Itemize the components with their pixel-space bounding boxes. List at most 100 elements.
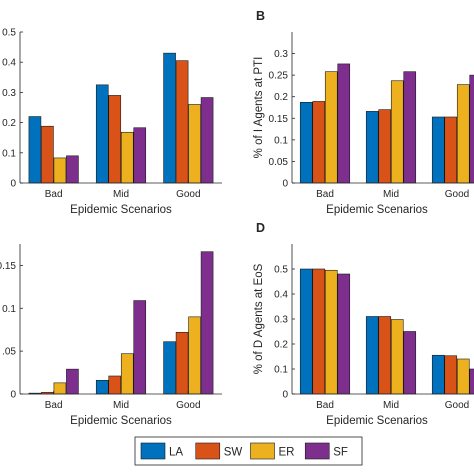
bar-er-bad [324, 71, 338, 184]
bar-sw-mid [108, 375, 122, 395]
legend-swatch-la [140, 442, 166, 460]
bar-sf-good [469, 368, 474, 395]
bar-sf-good [469, 74, 474, 184]
x-tick-label: Good [445, 189, 469, 200]
x-tick-label: Mid [383, 189, 399, 200]
chart-panel-1: 0 0.1 0.2 0.3 0.4 0.5 Bad Mid Good Epidemic Scena… [2, 28, 222, 216]
bar-er-good [456, 358, 470, 395]
panel-label: D [256, 221, 265, 235]
y-tick-label: 0.2 [274, 92, 288, 103]
bar-sw-mid [378, 316, 392, 395]
x-tick-label: Bad [45, 400, 63, 411]
y-tick-label: 0 [282, 179, 288, 190]
x-axis-label: Epidemic Scenarios [326, 204, 428, 216]
bar-sw-good [444, 355, 458, 395]
bar-er-bad [53, 382, 67, 395]
y-tick-label: 0.3 [2, 88, 16, 99]
bar-sf-good [200, 97, 214, 184]
y-tick-label: 0.1 [2, 148, 16, 159]
y-axis-label: % of D Agents at EoS [253, 263, 265, 374]
bar-sf-bad [337, 273, 351, 395]
bar-er-good [188, 316, 201, 395]
y-tick-label: 0.5 [274, 265, 288, 276]
chart-panel-2: 0 0.05 0.1 0.15 0.2 0.25 0.3 Bad Mid Good Epidemic… [253, 9, 474, 216]
bar-la-bad [28, 116, 42, 184]
y-tick-label: 0.2 [2, 118, 16, 129]
bar-er-bad [324, 269, 338, 395]
y-tick-label: 0.1 [2, 304, 16, 315]
bar-sf-mid [403, 71, 417, 184]
x-axis-label: Epidemic Scenarios [326, 415, 428, 427]
y-tick-label: 0.1 [274, 135, 288, 146]
bar-sw-bad [312, 101, 326, 184]
x-tick-label: Mid [383, 400, 399, 411]
legend-label-sf: SF [333, 447, 348, 459]
y-tick-label: 0 [10, 390, 16, 401]
bar-la-mid [95, 379, 109, 395]
y-tick-label: 0.05 [269, 157, 289, 168]
chart-panel-3: 0 .05 0.1 0.15 Bad Mid Good Epidemic Scenarios [0, 244, 222, 427]
legend-label-la: LA [169, 447, 183, 459]
y-tick-label: 0.4 [274, 290, 288, 301]
x-tick-label: Good [445, 400, 469, 411]
y-tick-label: 0.25 [269, 71, 289, 82]
bar-la-bad [299, 102, 313, 184]
y-tick-label: 0 [10, 179, 16, 190]
legend-swatch-sw [195, 442, 221, 460]
bar-sw-mid [108, 95, 122, 184]
legend-swatch-er [250, 442, 275, 460]
bar-sf-mid [403, 331, 417, 395]
bar-la-good [163, 341, 176, 395]
y-axis-label: % of I Agents at PTI [253, 57, 265, 159]
x-tick-label: Mid [113, 400, 129, 411]
chart-panel-4: 0 0.1 0.2 0.3 0.4 0.5 Bad Mid Good Epidemic Scena… [253, 221, 474, 427]
bar-er-mid [390, 80, 404, 184]
bar-er-mid [390, 319, 404, 395]
y-tick-label: 0.4 [2, 58, 16, 69]
bar-la-mid [95, 84, 109, 184]
bar-la-good [431, 116, 445, 184]
bar-sf-mid [133, 127, 147, 184]
y-tick-label: .05 [2, 347, 16, 358]
y-tick-label: 0.3 [274, 49, 288, 60]
bar-la-good [431, 354, 445, 395]
panel-label: B [256, 9, 265, 23]
legend-label-er: ER [279, 447, 295, 459]
y-tick-label: 0.15 [269, 114, 289, 125]
bar-la-bad [299, 268, 313, 395]
bar-sf-bad [66, 368, 79, 395]
y-tick-label: 0.15 [0, 261, 16, 272]
bar-er-mid [120, 353, 134, 395]
y-tick-label: 0.2 [274, 340, 288, 351]
legend-label-sw: SW [224, 447, 243, 459]
legend: LA SW ER SF [134, 436, 363, 466]
bar-sw-good [444, 116, 458, 184]
bar-er-good [188, 104, 201, 184]
bar-sf-bad [337, 63, 351, 184]
x-axis-label: Epidemic Scenarios [70, 204, 172, 216]
y-tick-label: 0.1 [274, 365, 288, 376]
bar-sw-mid [378, 109, 392, 184]
x-tick-label: Good [176, 189, 200, 200]
bar-sw-good [175, 60, 189, 184]
y-tick-label: 0 [282, 390, 288, 401]
x-tick-label: Bad [45, 189, 63, 200]
bar-sw-bad [41, 125, 54, 184]
bar-er-good [456, 84, 470, 184]
x-tick-label: Good [176, 400, 200, 411]
bar-la-mid [365, 316, 379, 395]
y-tick-label: 0.3 [274, 315, 288, 326]
legend-swatch-sf [304, 442, 330, 460]
bar-la-mid [365, 111, 379, 184]
bar-er-bad [53, 157, 67, 184]
bar-sf-bad [66, 155, 79, 184]
x-tick-label: Bad [316, 189, 334, 200]
bar-sw-bad [312, 268, 326, 395]
y-tick-label: 0.5 [2, 28, 16, 39]
x-tick-label: Bad [316, 400, 334, 411]
bar-sf-mid [133, 300, 147, 395]
bar-er-mid [120, 131, 134, 184]
bar-la-good [163, 52, 176, 184]
x-axis-label: Epidemic Scenarios [70, 415, 172, 427]
